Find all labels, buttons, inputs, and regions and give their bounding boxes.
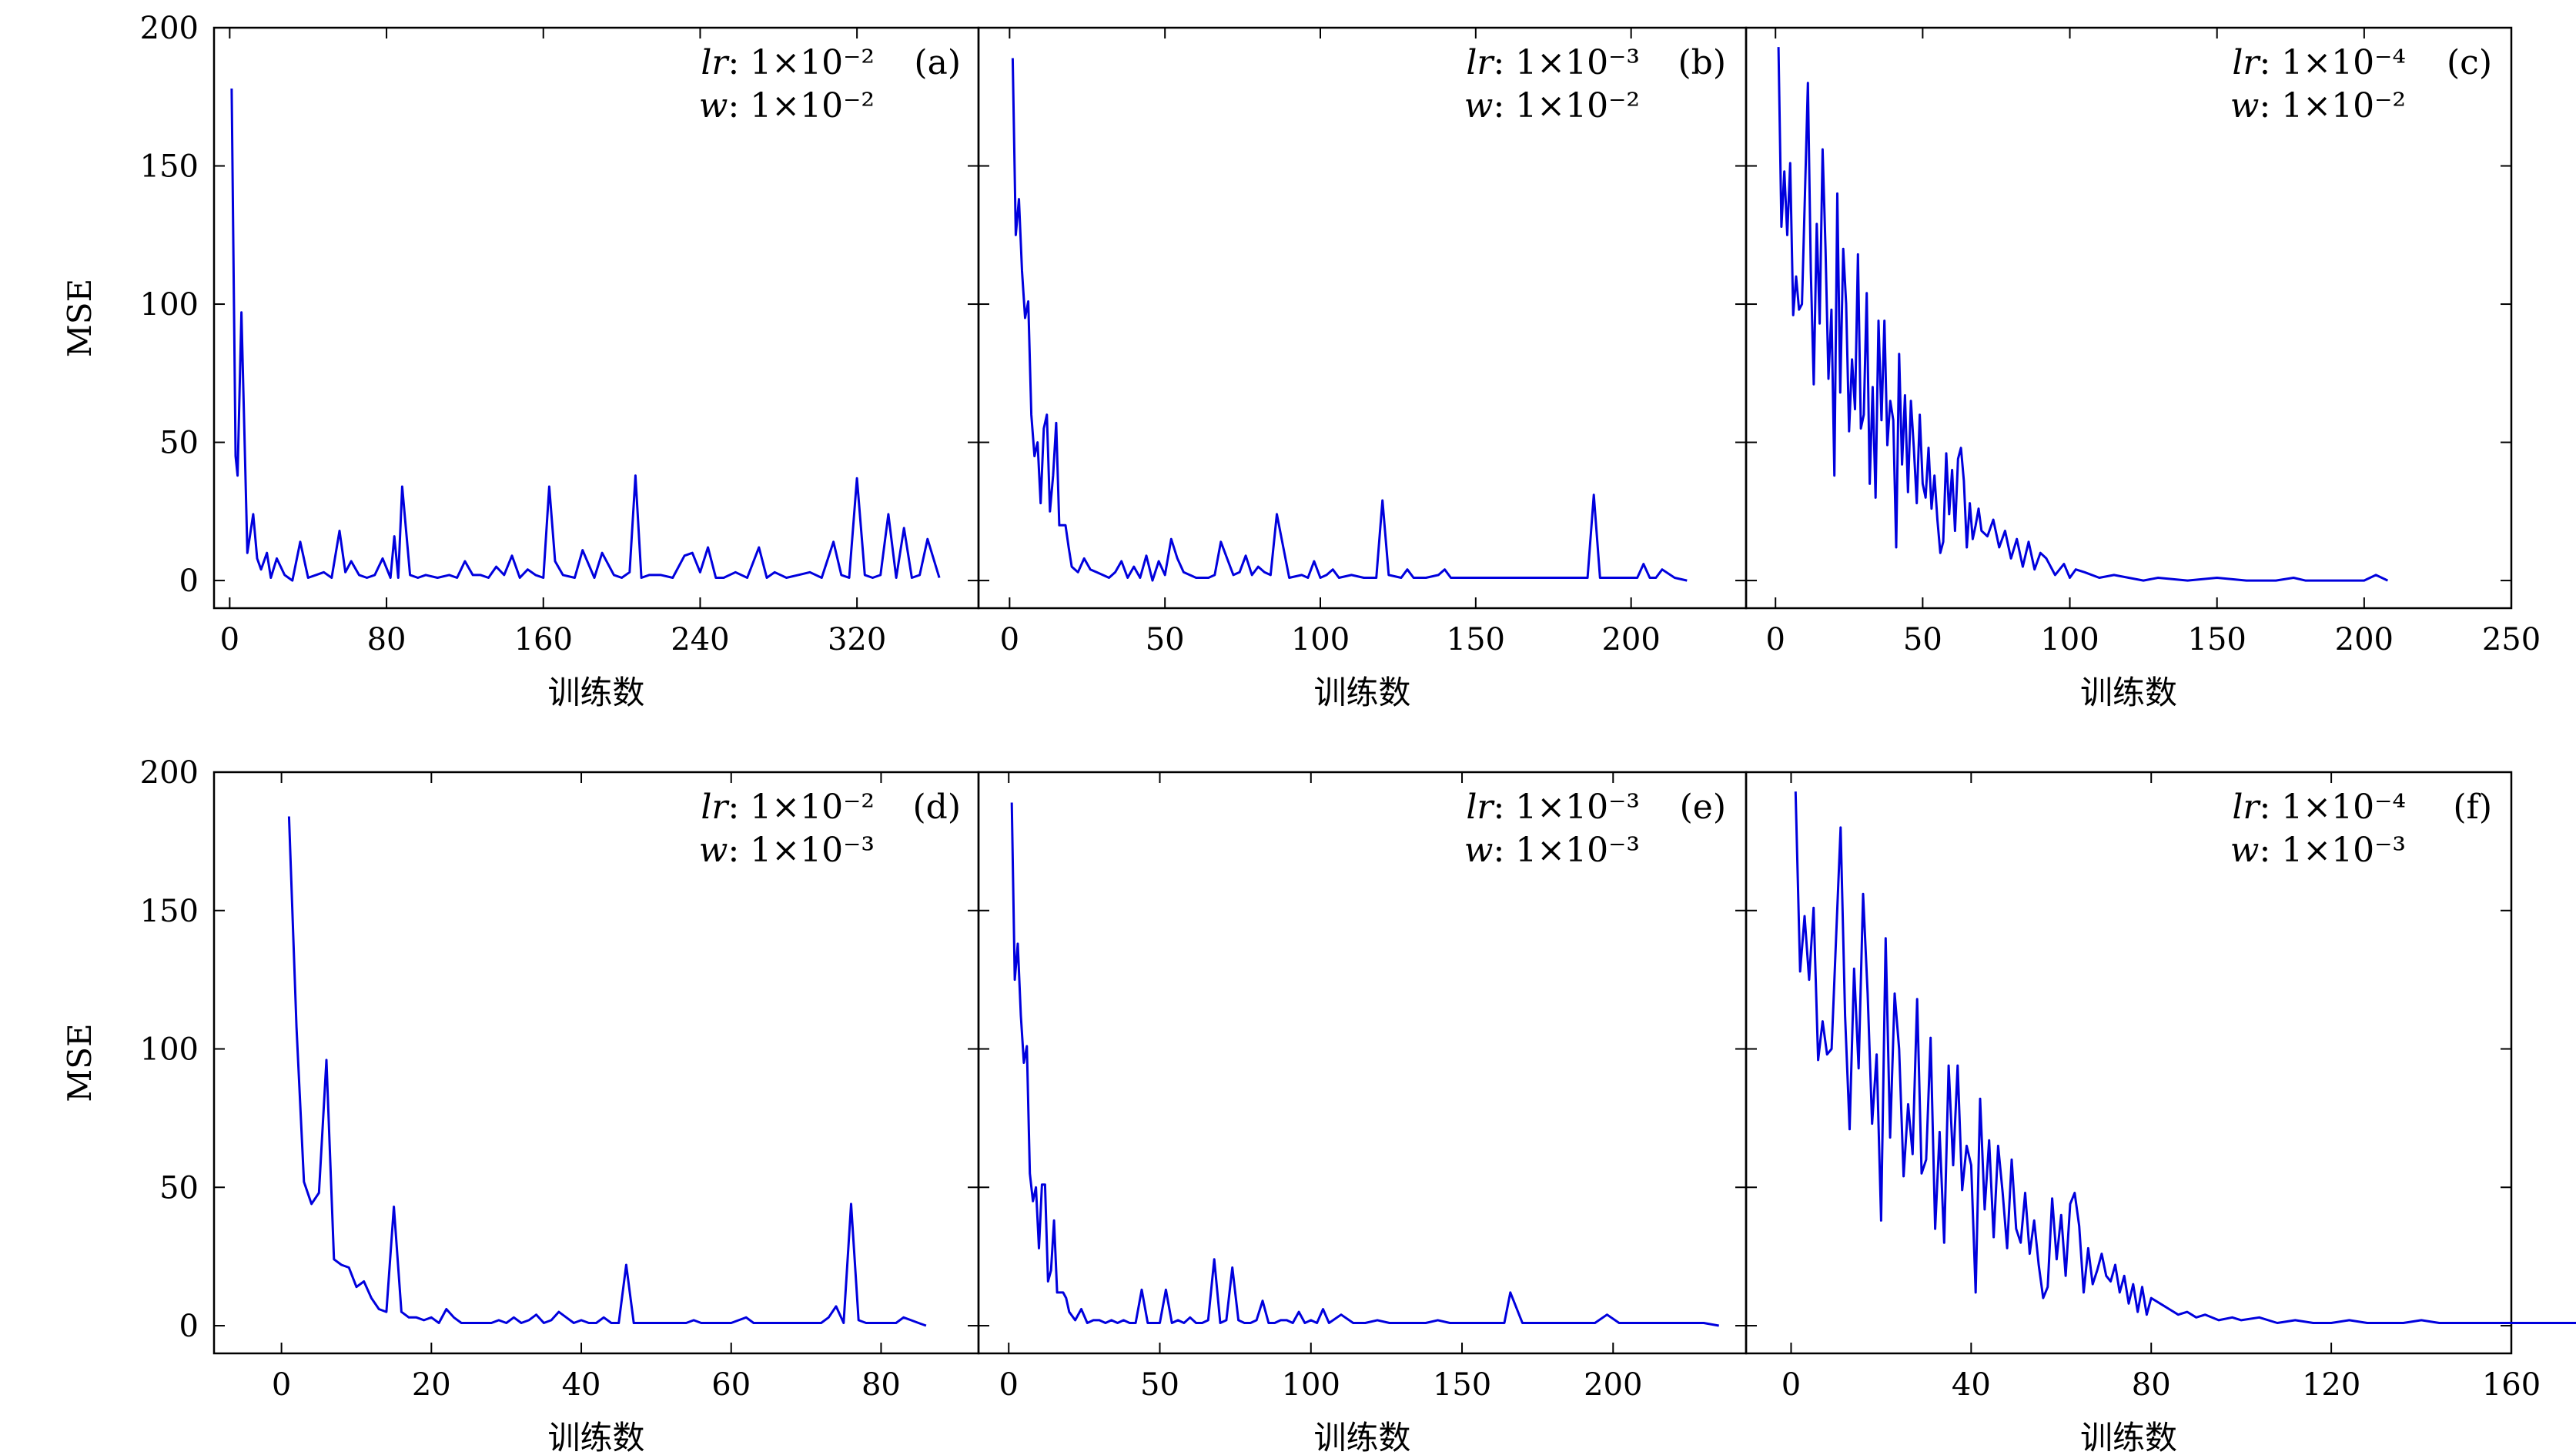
x-tick-label: 250 [2482, 622, 2541, 657]
x-tick-label: 20 [412, 1367, 451, 1403]
series-line-1 [230, 88, 941, 582]
plot-frame [1745, 771, 2513, 1355]
y-tick-label: 150 [140, 149, 199, 185]
panel-label: (b) [1678, 43, 1727, 82]
param-annotation-line: w: 1×10⁻³ [2230, 831, 2406, 870]
param-annotation-line: w: 1×10⁻² [2230, 86, 2406, 125]
x-tick-label: 160 [2482, 1367, 2541, 1403]
x-tick-label: 100 [1282, 1367, 1340, 1403]
x-tick-label: 150 [1447, 622, 1505, 657]
x-tick-label: 0 [1781, 1367, 1801, 1403]
series-line-1 [1011, 58, 1688, 582]
panel-label: (d) [913, 788, 962, 827]
x-tick-label: 200 [1601, 622, 1660, 657]
y-tick-label: 100 [140, 1032, 199, 1068]
x-tick-label: 120 [2302, 1367, 2360, 1403]
param-annotation-line: lr: 1×10⁻² [701, 788, 875, 827]
x-tick-label: 0 [1000, 622, 1019, 657]
x-axis-title: 训练数 [2080, 674, 2177, 711]
x-tick-label: 60 [711, 1367, 751, 1403]
y-tick-label: 0 [179, 1309, 199, 1344]
plot-frame [1745, 26, 2513, 610]
x-tick-label: 50 [1140, 1367, 1179, 1403]
param-annotation-line: w: 1×10⁻³ [1464, 831, 1640, 870]
y-axis-title: MSE [61, 279, 99, 357]
x-axis-title: 训练数 [547, 674, 644, 711]
param-annotation-line: w: 1×10⁻² [1464, 86, 1640, 125]
y-tick-label: 50 [159, 426, 199, 461]
x-tick-label: 0 [272, 1367, 291, 1403]
x-tick-label: 40 [1952, 1367, 1991, 1403]
chart-panel-4: 0 20 40 60 80 0 50 100 150 200 MSE 训练数 lr: 1×10⁻² w: … [61, 755, 980, 1455]
chart-panel-5: 0 50 100 150 200 训练数 lr: 1×10⁻³ w: 1×10⁻³ (e) [977, 771, 1748, 1455]
series-line-1 [1794, 791, 2576, 1324]
y-tick-label: 200 [140, 11, 199, 46]
x-tick-label: 240 [671, 622, 729, 657]
x-tick-label: 160 [514, 622, 573, 657]
y-tick-label: 150 [140, 894, 199, 929]
param-annotation-line: lr: 1×10⁻⁴ [2232, 788, 2406, 827]
y-tick-label: 200 [140, 755, 199, 791]
x-tick-label: 80 [861, 1367, 901, 1403]
y-tick-label: 0 [179, 564, 199, 599]
series-line-1 [1010, 802, 1719, 1327]
panel-label: (c) [2447, 43, 2492, 82]
param-annotation-line: lr: 1×10⁻³ [1466, 788, 1640, 827]
x-tick-label: 50 [1903, 622, 1942, 657]
x-tick-label: 150 [1433, 1367, 1491, 1403]
x-tick-label: 100 [2040, 622, 2099, 657]
y-tick-label: 50 [159, 1170, 199, 1206]
series-line-1 [1777, 47, 2389, 582]
x-tick-label: 200 [1584, 1367, 1642, 1403]
panel-label: (f) [2453, 788, 2492, 827]
x-tick-label: 200 [2335, 622, 2394, 657]
x-tick-label: 40 [562, 1367, 601, 1403]
y-tick-label: 100 [140, 287, 199, 323]
chart-panel-3: 0 50 100 150 200 250 训练数 lr: 1×10⁻⁴ w: 1×10⁻² (c) [1745, 26, 2541, 711]
chart-panel-1: 0 80 160 240 320 0 50 100 150 200 MSE 训练数 lr: 1×10⁻²… [61, 11, 980, 711]
x-axis-title: 训练数 [1313, 1419, 1410, 1455]
x-tick-label: 100 [1291, 622, 1350, 657]
x-tick-label: 50 [1146, 622, 1185, 657]
y-axis-title: MSE [61, 1023, 99, 1102]
x-tick-label: 0 [999, 1367, 1019, 1403]
x-tick-label: 150 [2188, 622, 2246, 657]
x-tick-label: 80 [367, 622, 406, 657]
x-axis-title: 训练数 [2080, 1419, 2177, 1455]
param-annotation-line: lr: 1×10⁻² [701, 43, 875, 82]
param-annotation-line: lr: 1×10⁻³ [1466, 43, 1640, 82]
param-annotation-line: w: 1×10⁻² [699, 86, 875, 125]
panel-label: (e) [1680, 788, 1726, 827]
x-axis-title: 训练数 [1313, 674, 1410, 711]
chart-panel-2: 0 50 100 150 200 训练数 lr: 1×10⁻³ w: 1×10⁻² (b) [977, 26, 1748, 711]
x-axis-title: 训练数 [547, 1419, 644, 1455]
x-tick-label: 320 [828, 622, 886, 657]
param-annotation-line: lr: 1×10⁻⁴ [2232, 43, 2406, 82]
x-tick-label: 0 [1766, 622, 1785, 657]
chart-panel-6: 0 40 80 120 160 训练数 lr: 1×10⁻⁴ w: 1×10⁻³ (f) [1745, 771, 2576, 1455]
series-line-1 [287, 816, 927, 1327]
x-tick-label: 80 [2132, 1367, 2171, 1403]
param-annotation-line: w: 1×10⁻³ [699, 831, 875, 870]
x-tick-label: 0 [220, 622, 239, 657]
panel-label: (a) [914, 43, 961, 82]
